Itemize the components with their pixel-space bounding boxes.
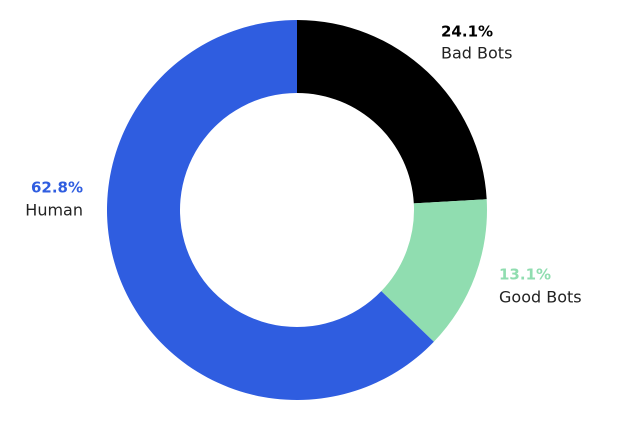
value-label: 62.8%	[31, 179, 83, 197]
value-label: 13.1%	[499, 266, 551, 284]
category-label: Good Bots	[499, 288, 582, 307]
slice	[107, 20, 434, 400]
category-label: Bad Bots	[441, 44, 512, 63]
slice	[297, 20, 487, 204]
category-label: Human	[25, 201, 83, 220]
value-label: 24.1%	[441, 23, 493, 41]
slice	[381, 199, 487, 342]
